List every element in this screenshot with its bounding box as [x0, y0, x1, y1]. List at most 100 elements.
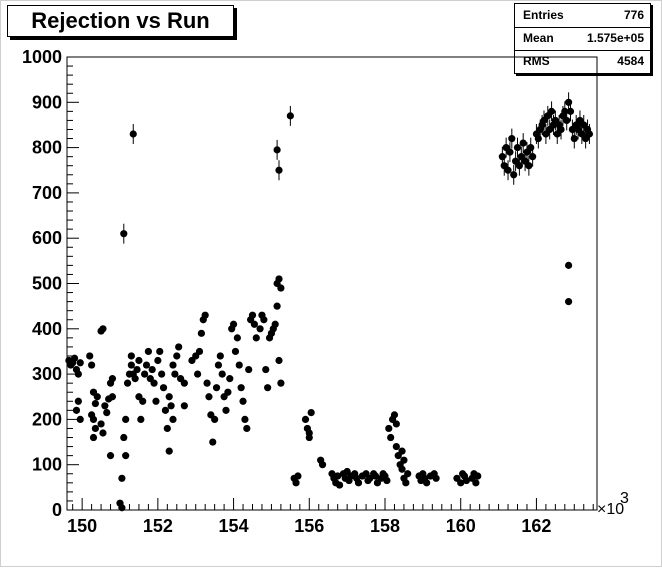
data-point: [245, 365, 253, 374]
data-point: [231, 347, 240, 356]
data-point: [209, 438, 217, 446]
data-point: [570, 134, 578, 143]
data-point: [129, 130, 137, 138]
data-point: [142, 361, 151, 369]
data-point: [294, 472, 302, 480]
y-tick-label: 300: [32, 364, 62, 384]
data-point: [101, 402, 109, 410]
data-point: [218, 370, 226, 378]
data-point: [106, 452, 115, 460]
data-point: [99, 429, 107, 437]
data-point: [169, 361, 177, 369]
data-point: [127, 361, 135, 369]
data-point: [229, 320, 238, 328]
data-point: [212, 384, 221, 392]
data-point: [91, 424, 99, 433]
data-point: [385, 424, 393, 433]
data-point: [180, 379, 188, 387]
data-point: [197, 329, 205, 337]
data-point: [194, 370, 202, 378]
data-point: [239, 397, 247, 405]
data-point: [260, 316, 268, 324]
data-point: [211, 415, 219, 423]
data-point: [89, 433, 98, 442]
data-point: [203, 379, 211, 387]
data-point: [262, 365, 270, 374]
data-point: [137, 415, 145, 423]
data-point: [275, 166, 283, 174]
data-point: [226, 375, 234, 383]
data-point: [510, 171, 518, 179]
data-point: [72, 406, 81, 414]
stats-mean-value: 1.575e+05: [586, 31, 644, 45]
data-point: [513, 144, 522, 152]
y-tick-label: 1000: [22, 47, 62, 67]
data-point: [566, 107, 575, 115]
data-point: [74, 370, 82, 378]
data-point: [118, 474, 126, 482]
data-point: [163, 424, 171, 433]
y-tick-label: 500: [32, 274, 62, 294]
data-point: [158, 370, 166, 378]
y-tick-label: 0: [52, 500, 62, 520]
data-point: [154, 356, 162, 365]
stats-divider: [515, 27, 650, 28]
data-point: [70, 354, 79, 362]
data-point: [264, 384, 272, 392]
data-point: [392, 420, 400, 428]
data-point: [122, 415, 130, 423]
data-point: [148, 365, 156, 374]
data-point: [504, 166, 512, 174]
data-point: [498, 153, 506, 161]
data-point: [474, 472, 482, 480]
data-point: [131, 375, 139, 383]
data-point: [519, 139, 527, 147]
data-point: [180, 402, 188, 410]
data-point: [237, 384, 245, 392]
data-point: [120, 230, 128, 238]
data-point: [76, 359, 84, 367]
data-point: [167, 402, 175, 410]
data-point: [139, 397, 147, 405]
data-point: [335, 481, 344, 489]
data-point: [534, 134, 542, 143]
data-point: [398, 465, 406, 473]
data-point: [123, 379, 132, 387]
data-point: [141, 370, 149, 378]
data-point: [99, 325, 107, 333]
data-point: [392, 442, 400, 451]
data-point: [334, 472, 342, 480]
data-point: [250, 320, 258, 328]
data-point: [585, 130, 594, 138]
stats-row-entries: Entries 776: [515, 4, 650, 27]
data-point: [144, 347, 152, 356]
data-point: [161, 406, 170, 414]
data-point: [508, 134, 516, 143]
data-point: [248, 311, 257, 319]
data-point: [173, 352, 181, 360]
data-point: [135, 356, 143, 365]
data-point: [222, 406, 230, 414]
data-point: [76, 415, 84, 423]
data-point: [387, 433, 395, 442]
data-point: [86, 352, 94, 360]
data-point: [398, 447, 406, 455]
data-point: [175, 343, 183, 351]
x-tick-label: 156: [294, 516, 324, 536]
data-point: [292, 479, 300, 487]
data-point: [233, 334, 241, 342]
data-point: [224, 388, 232, 396]
data-point: [271, 320, 279, 328]
x-tick-label: 152: [143, 516, 173, 536]
data-point: [201, 311, 209, 319]
data-point: [563, 116, 571, 125]
data-point: [256, 325, 264, 333]
data-point: [506, 148, 514, 156]
data-point: [423, 479, 431, 487]
data-point: [150, 379, 158, 387]
data-point: [93, 393, 101, 401]
data-point: [241, 415, 249, 423]
data-point: [133, 365, 141, 374]
data-point: [243, 424, 251, 433]
